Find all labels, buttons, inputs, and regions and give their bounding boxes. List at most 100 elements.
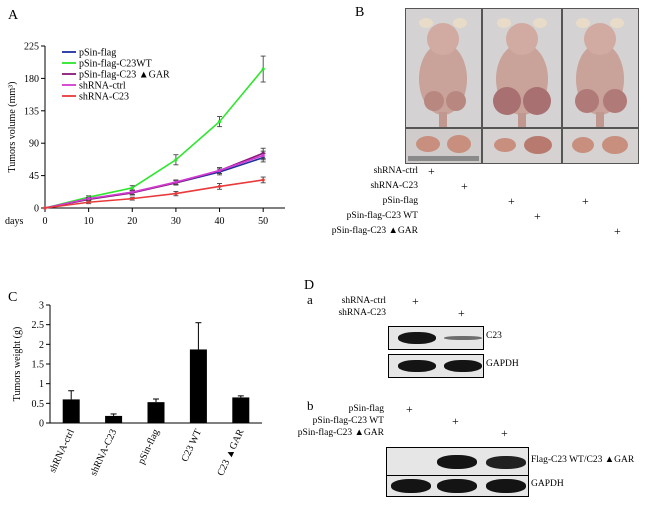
panelDb-row-label: pSin-flag-C23 ▲GAR [297, 428, 384, 438]
panelDb-band [486, 455, 526, 469]
legend-label: shRNA-ctrl [79, 81, 126, 92]
data-point [87, 197, 91, 201]
data-point [130, 186, 134, 190]
panel-label-b: B [355, 5, 365, 20]
panel-b-plus-mark: + [534, 209, 541, 223]
panel-b-plus-mark: + [508, 194, 515, 208]
tumor-tray-1 [405, 128, 482, 164]
panelDb-plus-mark: + [501, 426, 508, 440]
panelDb-blot-strip [386, 447, 529, 477]
panelDa-row-label: shRNA-C23 [338, 308, 386, 318]
y-tick-label: 180 [24, 74, 39, 85]
panel-b-plus-mark: + [428, 164, 435, 178]
category-label: C23 ▲GAR [215, 427, 246, 477]
panelDa-band [398, 332, 436, 344]
data-point [217, 184, 222, 188]
y-tick-label: 0.5 [32, 399, 45, 410]
panelDa-blot-label: C23 [486, 331, 502, 341]
panel-b-row-label: shRNA-C23 [370, 181, 418, 191]
legend-label: pSin-flag-C23WT [79, 59, 152, 70]
category-label: pSin-flag [136, 428, 162, 466]
mouse-photo-2 [482, 8, 562, 128]
panelDb-band [437, 455, 477, 469]
y-axis-label: Tumors weight (g) [12, 327, 23, 402]
panelDb-blot-label: GAPDH [531, 479, 564, 489]
bar [232, 397, 250, 423]
tumor-tray-image-3 [563, 129, 638, 163]
panelDb-blot-label: Flag-C23 WT/C23 ▲GAR [531, 455, 635, 465]
data-point [217, 120, 222, 124]
panel-b-plus-mark: + [461, 179, 468, 193]
tumor-tray-2 [482, 128, 562, 164]
panel-b-row-label: pSin-flag-C23 WT [346, 211, 418, 221]
y-tick-label: 2 [39, 340, 44, 351]
y-tick-label: 1 [39, 379, 44, 390]
panelDa-plus-mark: + [458, 306, 465, 320]
panelDb-plus-mark: + [406, 402, 413, 416]
series-line-4 [44, 179, 264, 209]
panelDb-band [486, 479, 526, 493]
data-point [261, 178, 265, 182]
panelDb-row-label: pSin-flag-C23 WT [312, 416, 384, 426]
data-point [174, 180, 178, 184]
panel-b-plus-mark: + [582, 194, 589, 208]
panel-label-d-b: b [307, 398, 314, 413]
x-tick-label: 50 [258, 216, 268, 227]
mouse-image-2 [483, 9, 561, 127]
panel-b-plus-mark: + [614, 224, 621, 238]
panel-label-c: C [8, 290, 18, 305]
tumor-weight-bar-chart: 0 0.5 1 1.5 2 2.5 3 Tumors weight (g) shRNA-ctrl… [12, 301, 262, 478]
bar [189, 349, 207, 423]
data-point [217, 168, 222, 173]
panelDa-row-label: shRNA-ctrl [341, 296, 386, 306]
panelDa-blot-strip [388, 354, 484, 378]
panelDb-row-label: pSin-flag [348, 404, 384, 414]
panelDb-band [437, 479, 477, 493]
y-tick-label: 0 [34, 204, 39, 215]
series-line-3 [44, 154, 264, 209]
tumor-tray-image-2 [483, 129, 561, 163]
panelDa-blot-label: GAPDH [486, 359, 519, 369]
bar [105, 415, 123, 423]
y-tick-label: 0 [39, 419, 44, 430]
category-label: shRNA-ctrl [47, 427, 77, 474]
data-point [174, 158, 178, 162]
series-line-1 [44, 68, 264, 209]
x-tick-label: 0 [43, 216, 48, 227]
panelDa-band [444, 336, 482, 340]
legend-label: shRNA-C23 [79, 92, 129, 103]
category-label: shRNA-C23 [88, 428, 119, 478]
y-tick-label: 3 [39, 301, 44, 312]
x-tick-label: 10 [84, 216, 94, 227]
mouse-image-1 [406, 9, 481, 127]
mouse-image-3 [563, 9, 638, 127]
panel-label-a: A [8, 8, 19, 23]
data-point [43, 206, 47, 210]
data-point [130, 197, 134, 201]
y-tick-label: 225 [24, 42, 39, 53]
x-tick-label: 40 [215, 216, 225, 227]
tumor-tray-image-1 [406, 129, 481, 163]
tumor-tray-3 [562, 128, 639, 164]
panelDa-plus-mark: + [412, 294, 419, 308]
legend-label: pSin-flag [79, 48, 116, 59]
panel-label-d-a: a [307, 292, 313, 307]
category-label: C23 WT [180, 428, 205, 464]
data-point [87, 200, 91, 204]
data-point [174, 192, 178, 196]
panelDb-plus-mark: + [452, 414, 459, 428]
panel-b-row-label: shRNA-ctrl [373, 166, 418, 176]
x-tick-label: 30 [171, 216, 181, 227]
y-tick-label: 135 [24, 106, 39, 117]
data-point [261, 67, 265, 71]
panelDa-blot-strip [388, 326, 484, 350]
bar [62, 399, 80, 423]
x-tick-label: 20 [127, 216, 137, 227]
y-axis-label: Tumors volume (mm³) [7, 82, 18, 173]
panelDb-blot-strip [386, 475, 529, 497]
panel-b-row-label: pSin-flag-C23 ▲GAR [331, 226, 418, 236]
mouse-photo-3 [562, 8, 639, 128]
bar [147, 402, 165, 423]
